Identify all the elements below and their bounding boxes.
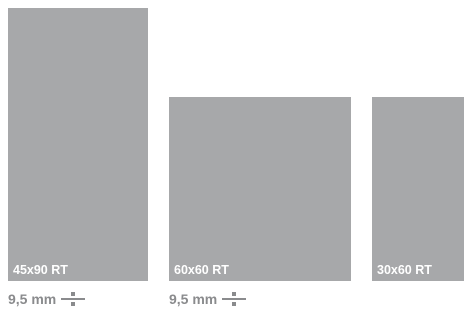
thickness-spec: 9,5 mm [169, 291, 247, 307]
tile-label: 45x90 RT [13, 262, 68, 277]
rectified-edge-icon [222, 292, 247, 306]
tile-60x60: 60x60 RT [169, 97, 351, 281]
tile-30x60: 30x60 RT [372, 97, 464, 281]
rectified-edge-icon [61, 292, 86, 306]
tile-label: 60x60 RT [174, 262, 229, 277]
thickness-value: 9,5 mm [169, 291, 218, 307]
thickness-value: 9,5 mm [8, 291, 57, 307]
tile-label: 30x60 RT [377, 262, 432, 277]
thickness-spec: 9,5 mm [8, 291, 86, 307]
tile-45x90: 45x90 RT [8, 8, 148, 281]
